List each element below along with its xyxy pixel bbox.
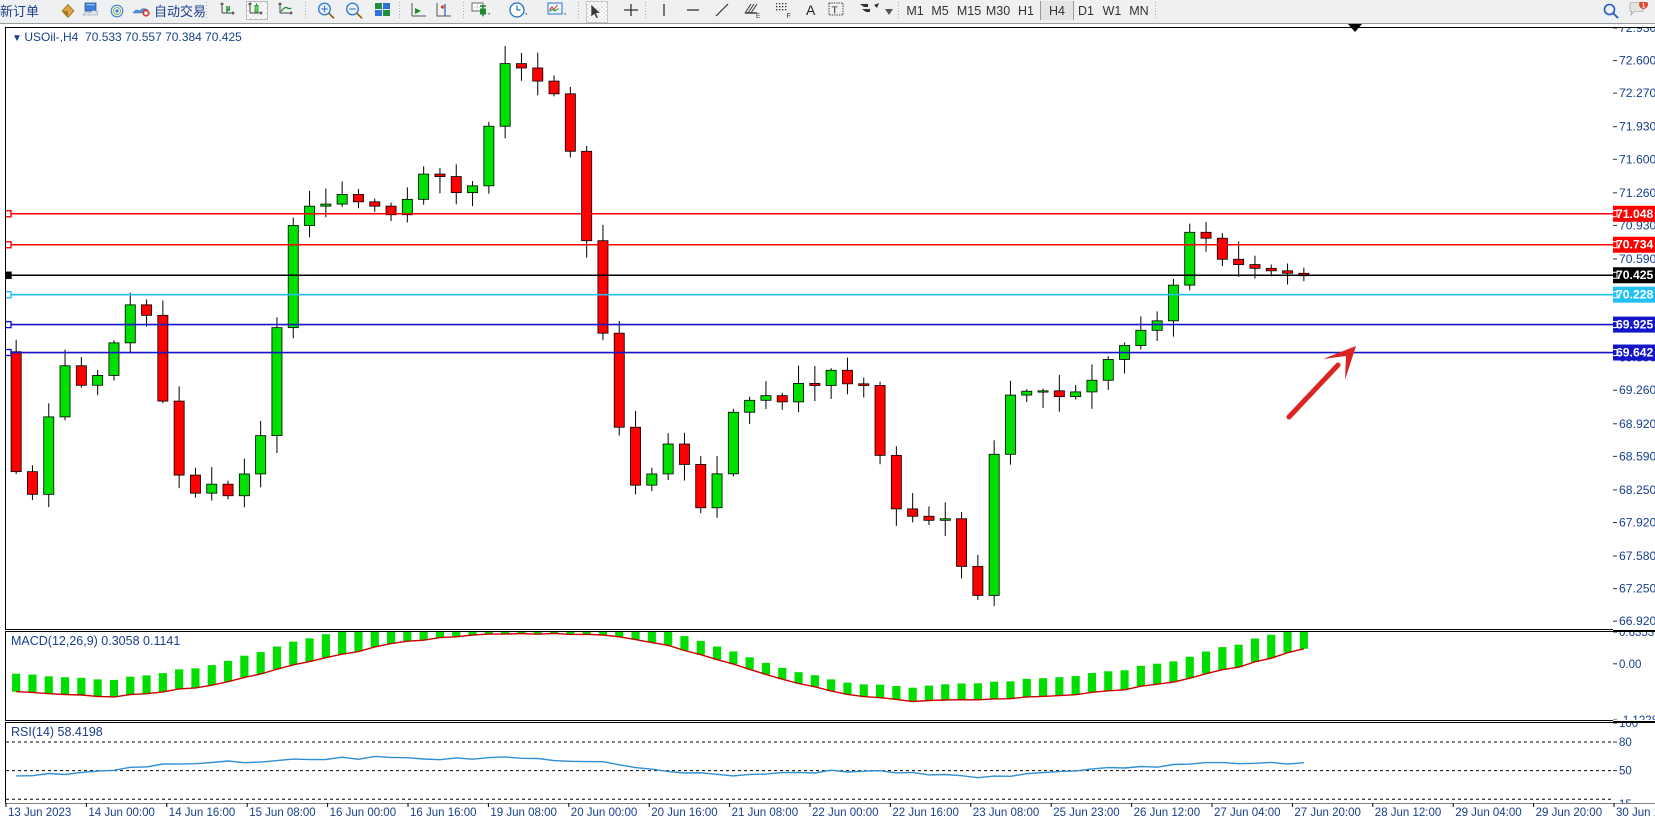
svg-text:71.930: 71.930 [1619,120,1655,134]
svg-text:72.270: 72.270 [1619,86,1655,100]
svg-text:71.600: 71.600 [1619,152,1655,166]
svg-text:28 Jun 12:00: 28 Jun 12:00 [1375,807,1442,819]
svg-text:70.734: 70.734 [1616,238,1653,252]
svg-text:F: F [787,13,791,19]
svg-text:69.642: 69.642 [1616,346,1653,360]
svg-text:67.580: 67.580 [1619,549,1655,563]
svg-text:66.920: 66.920 [1619,614,1655,628]
svg-text:72.930: 72.930 [1619,28,1655,35]
svg-text:67.920: 67.920 [1619,515,1655,529]
svg-text:70.590: 70.590 [1619,252,1655,266]
svg-text:E: E [756,13,761,19]
svg-text:21 Jun 08:00: 21 Jun 08:00 [732,807,799,819]
svg-text:72.600: 72.600 [1619,54,1655,68]
svg-text:T: T [832,5,839,17]
svg-text:23 Jun 08:00: 23 Jun 08:00 [973,807,1040,819]
svg-text:80: 80 [1619,737,1632,749]
svg-text:29 Jun 04:00: 29 Jun 04:00 [1455,807,1522,819]
svg-text:26 Jun 12:00: 26 Jun 12:00 [1134,807,1201,819]
svg-text:68.250: 68.250 [1619,483,1655,497]
svg-text:15 Jun 08:00: 15 Jun 08:00 [249,807,316,819]
svg-text:71.048: 71.048 [1616,207,1653,221]
svg-text:1: 1 [1642,2,1646,9]
svg-text:69.925: 69.925 [1616,318,1653,332]
svg-text:68.920: 68.920 [1619,417,1655,431]
svg-text:22 Jun 16:00: 22 Jun 16:00 [892,807,959,819]
svg-text:69.260: 69.260 [1619,383,1655,397]
svg-text:27 Jun 04:00: 27 Jun 04:00 [1214,807,1281,819]
svg-text:0.00: 0.00 [1619,659,1641,671]
svg-text:-1.1228: -1.1228 [1619,715,1655,720]
svg-text:16 Jun 16:00: 16 Jun 16:00 [410,807,477,819]
svg-text:50: 50 [1619,766,1632,778]
svg-text:27 Jun 20:00: 27 Jun 20:00 [1294,807,1361,819]
svg-text:20 Jun 16:00: 20 Jun 16:00 [651,807,718,819]
svg-text:29 Jun 20:00: 29 Jun 20:00 [1536,807,1603,819]
svg-text:13 Jun 2023: 13 Jun 2023 [8,807,71,819]
svg-text:19 Jun 08:00: 19 Jun 08:00 [490,807,557,819]
svg-text:14 Jun 16:00: 14 Jun 16:00 [169,807,236,819]
svg-text:70.228: 70.228 [1616,288,1653,302]
svg-text:22 Jun 00:00: 22 Jun 00:00 [812,807,879,819]
svg-text:67.250: 67.250 [1619,582,1655,596]
svg-text:68.590: 68.590 [1619,449,1655,463]
svg-text:14 Jun 00:00: 14 Jun 00:00 [88,807,155,819]
svg-text:0.6353: 0.6353 [1619,632,1654,639]
svg-text:16 Jun 00:00: 16 Jun 00:00 [330,807,397,819]
svg-text:100: 100 [1619,723,1638,730]
svg-text:A: A [806,2,816,18]
svg-text:25 Jun 23:00: 25 Jun 23:00 [1053,807,1120,819]
svg-text:70.425: 70.425 [1616,268,1653,282]
svg-text:30 Jun 12:00: 30 Jun 12:00 [1616,807,1655,819]
svg-text:20 Jun 00:00: 20 Jun 00:00 [571,807,638,819]
svg-text:71.260: 71.260 [1619,186,1655,200]
